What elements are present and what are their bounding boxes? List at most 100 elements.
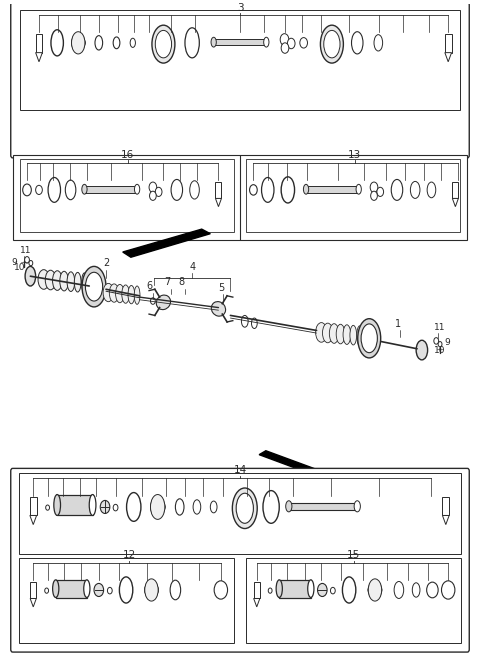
Circle shape	[434, 338, 439, 344]
Ellipse shape	[350, 325, 357, 345]
Circle shape	[24, 257, 29, 263]
Circle shape	[280, 34, 289, 45]
Bar	[57, 495, 93, 515]
Ellipse shape	[25, 266, 36, 286]
Polygon shape	[452, 199, 458, 207]
Bar	[36, 34, 42, 53]
Ellipse shape	[368, 579, 382, 601]
Polygon shape	[445, 53, 452, 62]
Bar	[246, 159, 460, 232]
Ellipse shape	[156, 295, 170, 310]
Ellipse shape	[210, 501, 217, 513]
Ellipse shape	[72, 38, 85, 48]
FancyBboxPatch shape	[11, 2, 469, 158]
Ellipse shape	[53, 580, 59, 597]
Polygon shape	[30, 515, 36, 524]
Ellipse shape	[416, 340, 428, 360]
Ellipse shape	[116, 284, 124, 303]
Text: 15: 15	[348, 550, 360, 560]
Polygon shape	[216, 199, 221, 207]
Circle shape	[427, 582, 438, 598]
Text: 12: 12	[122, 550, 135, 560]
FancyBboxPatch shape	[11, 468, 469, 652]
Ellipse shape	[72, 39, 85, 46]
Ellipse shape	[45, 270, 56, 290]
Text: 16: 16	[121, 150, 134, 160]
Ellipse shape	[145, 583, 158, 597]
Ellipse shape	[127, 493, 141, 521]
Ellipse shape	[358, 318, 381, 358]
Polygon shape	[259, 451, 333, 480]
Ellipse shape	[374, 35, 383, 51]
Circle shape	[45, 588, 48, 594]
Bar	[20, 10, 460, 109]
Ellipse shape	[342, 577, 356, 603]
Circle shape	[214, 581, 228, 599]
Circle shape	[371, 191, 377, 201]
Ellipse shape	[109, 284, 119, 302]
Bar	[279, 580, 311, 598]
Ellipse shape	[316, 322, 327, 342]
Bar	[20, 159, 234, 232]
Circle shape	[149, 182, 157, 193]
Circle shape	[370, 182, 378, 193]
Ellipse shape	[185, 28, 199, 58]
Ellipse shape	[151, 503, 165, 510]
Circle shape	[438, 342, 442, 347]
Ellipse shape	[308, 580, 314, 597]
Ellipse shape	[351, 32, 363, 54]
Ellipse shape	[263, 491, 279, 523]
Text: 3: 3	[237, 3, 243, 13]
Ellipse shape	[368, 585, 382, 595]
Ellipse shape	[95, 36, 103, 50]
Ellipse shape	[51, 30, 63, 56]
Ellipse shape	[82, 266, 106, 307]
Text: 6: 6	[146, 281, 152, 291]
Ellipse shape	[410, 182, 420, 199]
Circle shape	[442, 581, 455, 599]
Ellipse shape	[113, 37, 120, 49]
Text: 2: 2	[103, 259, 109, 268]
Bar	[445, 34, 452, 53]
Ellipse shape	[151, 495, 165, 519]
Bar	[443, 497, 449, 515]
Ellipse shape	[38, 270, 49, 290]
Circle shape	[94, 584, 104, 597]
Ellipse shape	[171, 180, 182, 201]
Ellipse shape	[60, 271, 69, 291]
Ellipse shape	[145, 581, 158, 599]
Ellipse shape	[72, 34, 85, 52]
Ellipse shape	[72, 32, 85, 54]
Circle shape	[23, 184, 31, 196]
Text: 8: 8	[179, 277, 185, 288]
Ellipse shape	[412, 583, 420, 597]
Circle shape	[318, 584, 327, 597]
Circle shape	[108, 588, 112, 594]
Circle shape	[250, 185, 257, 195]
Bar	[84, 186, 137, 193]
Polygon shape	[443, 515, 449, 524]
Ellipse shape	[323, 323, 333, 343]
Ellipse shape	[84, 580, 90, 597]
Circle shape	[36, 186, 42, 195]
Ellipse shape	[74, 272, 81, 292]
Bar	[246, 558, 461, 643]
Ellipse shape	[252, 318, 257, 328]
Ellipse shape	[103, 284, 114, 301]
Bar	[253, 582, 260, 599]
Bar	[12, 155, 468, 240]
Circle shape	[113, 504, 118, 511]
Text: 9: 9	[11, 258, 17, 267]
Ellipse shape	[303, 184, 309, 194]
Bar	[289, 503, 357, 509]
Ellipse shape	[356, 184, 361, 194]
Text: 10: 10	[434, 345, 445, 355]
Ellipse shape	[145, 587, 158, 594]
Ellipse shape	[156, 30, 171, 58]
Ellipse shape	[128, 286, 135, 304]
Ellipse shape	[343, 325, 351, 344]
Ellipse shape	[281, 177, 295, 203]
Circle shape	[29, 261, 33, 266]
Ellipse shape	[72, 36, 85, 50]
Ellipse shape	[354, 501, 360, 512]
